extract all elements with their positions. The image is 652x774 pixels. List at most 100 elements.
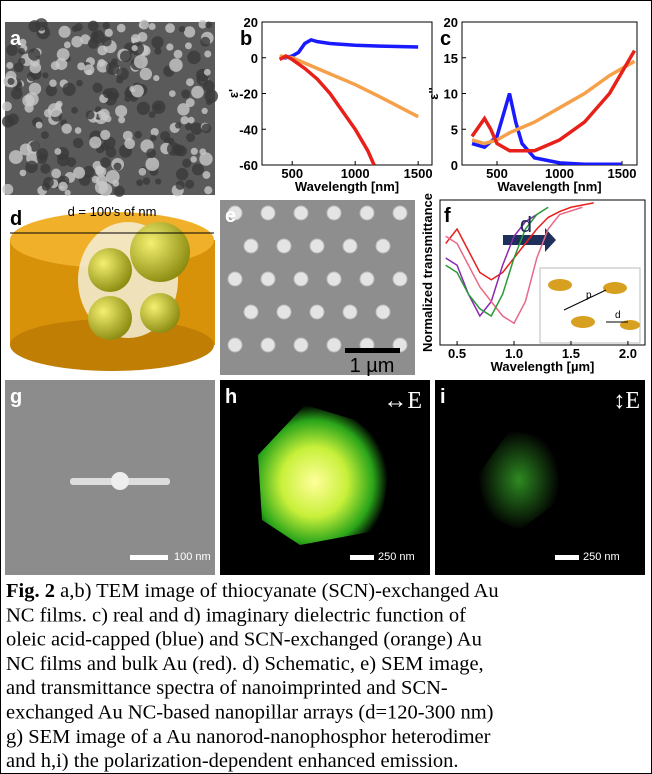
grain [186, 133, 195, 142]
y-axis-label: Normalized transmittance [420, 193, 435, 352]
grain [40, 131, 49, 140]
grain [7, 77, 15, 86]
pillar [359, 205, 375, 221]
grain [35, 121, 43, 129]
panel-label: i [440, 386, 446, 408]
grain [199, 152, 213, 166]
grain [187, 116, 195, 124]
grain [92, 31, 99, 39]
y-tick-label: -20 [239, 87, 258, 102]
grain [185, 98, 195, 108]
y-tick-label: 15 [444, 51, 458, 66]
nanorod [70, 472, 170, 560]
grain [175, 122, 182, 129]
caption-line: NC films and bulk Au (red). d) Schematic… [6, 653, 484, 675]
pillar [326, 205, 342, 221]
grain [150, 134, 157, 142]
scale-label: 100 nm [174, 551, 211, 563]
grain [102, 21, 111, 30]
grain [25, 160, 38, 174]
grain [155, 178, 162, 185]
x-axis-label: Wavelength [µm] [491, 359, 595, 374]
grain [56, 48, 70, 61]
grain [184, 123, 193, 131]
grain [131, 44, 138, 52]
grain [29, 61, 42, 74]
pillar [243, 238, 259, 254]
grain [28, 82, 42, 95]
scale-label: 250 nm [583, 551, 620, 563]
pillar [309, 304, 325, 320]
grain [88, 38, 99, 49]
grain [190, 156, 197, 163]
y-tick-label: 20 [244, 15, 258, 30]
grain [100, 157, 111, 168]
polarization-label: ↕E [613, 388, 640, 414]
grain [18, 47, 25, 55]
grain [94, 165, 105, 175]
grain [206, 98, 213, 106]
scale-bar [345, 348, 400, 353]
grain [102, 88, 113, 99]
pillar [276, 238, 292, 254]
caption-line: and transmittance spectra of nanoimprint… [6, 677, 448, 699]
grain [42, 72, 49, 79]
grain [151, 36, 164, 49]
pillar [375, 238, 391, 254]
grain [100, 142, 110, 151]
scale-label: 1 µm [350, 355, 395, 377]
grain [139, 67, 153, 81]
grain [198, 20, 207, 29]
grain [18, 57, 26, 66]
y-tick-label: 10 [444, 87, 458, 102]
grain [100, 129, 111, 140]
grain [54, 148, 62, 155]
caption-line: g) SEM image of a Au nanorod-nanophospho… [6, 726, 491, 748]
grain [136, 179, 143, 187]
grain [92, 82, 103, 93]
grain [40, 163, 51, 174]
grain [58, 181, 68, 192]
emission-blob [478, 430, 560, 530]
grain [62, 82, 76, 96]
tem-texture [1, 18, 219, 197]
panel-label: a [10, 28, 22, 50]
x-tick-label: 1500 [608, 166, 637, 181]
pillar [260, 205, 276, 221]
grain [124, 138, 136, 150]
scale-label: 250 nm [378, 551, 415, 563]
grain [201, 123, 212, 134]
pillar [293, 205, 309, 221]
panel-label: g [10, 386, 22, 408]
caption-line: NC films. c) real and d) imaginary diele… [6, 604, 466, 626]
x-axis-label: Wavelength [nm] [497, 179, 601, 194]
series-line [470, 49, 637, 153]
grain [191, 163, 204, 176]
caption-text: NC films and bulk Au (red). d) Schematic… [6, 653, 484, 675]
y-axis-label: ε'' [426, 87, 441, 99]
grain [151, 100, 166, 114]
grain [185, 42, 192, 50]
grain [119, 50, 132, 63]
grain [73, 166, 86, 179]
grain [64, 189, 71, 196]
grain [57, 153, 70, 167]
sem-image [220, 200, 415, 375]
caption-text: exchanged Au NC-based nanopillar arrays … [6, 702, 493, 724]
panel-label: d [10, 208, 22, 230]
grain [199, 148, 207, 156]
pillar [326, 337, 342, 353]
grain [36, 148, 49, 161]
grain [45, 84, 58, 97]
y-tick-label: 0 [451, 158, 458, 173]
grain [76, 79, 83, 87]
grain [47, 103, 62, 118]
panel-label: e [225, 205, 236, 227]
panel-label: b [240, 28, 252, 50]
grain [196, 73, 209, 86]
grain [63, 41, 71, 49]
grain [6, 44, 18, 56]
caption-text: NC films. c) real and d) imaginary diele… [6, 604, 466, 626]
scale-bar [555, 555, 579, 560]
